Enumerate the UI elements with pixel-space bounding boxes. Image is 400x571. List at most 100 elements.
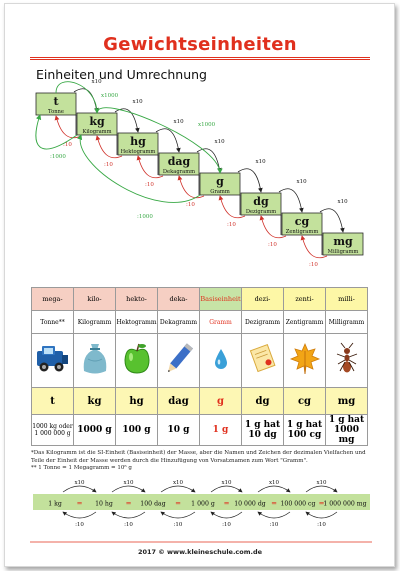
picture-cell xyxy=(325,333,368,388)
footnote-si-unit: *Das Kilogramm ist die SI-Einheit (Basis… xyxy=(31,450,366,464)
conversion-value: 100 000 cg xyxy=(281,501,316,508)
step-symbol: g xyxy=(216,175,224,188)
divide-label: :10 xyxy=(63,142,72,148)
units-table: mega- kilo- hekto- deka- Basiseinheit de… xyxy=(31,287,368,446)
symbol-cell: mg xyxy=(325,387,368,415)
step-symbol: kg xyxy=(89,115,105,128)
symbol-cell: dg xyxy=(241,387,284,415)
step-dg xyxy=(240,192,282,216)
conversion-divide-arrow xyxy=(62,511,97,519)
conversion-multiply-arrow xyxy=(160,485,196,493)
multiply-label: x10 xyxy=(133,99,144,105)
divide-arrow xyxy=(177,175,205,199)
prefix-cell-hekto: hekto- xyxy=(115,287,158,311)
unit-name-cell: Dekagramm xyxy=(157,310,200,334)
equals-sign: = xyxy=(77,500,83,508)
multiply-arrow xyxy=(114,108,140,133)
multiply-1000-label: x1000 xyxy=(198,122,216,128)
conversion-multiply-arrow xyxy=(111,485,146,493)
symbol-cell: t xyxy=(31,387,74,415)
divide-label: :10 xyxy=(309,262,318,268)
step-name: Hektogramm xyxy=(121,149,156,155)
prefix-row: mega- kilo- hekto- deka- Basiseinheit de… xyxy=(31,287,368,311)
equals-sign: = xyxy=(126,500,132,508)
picture-cell xyxy=(241,333,284,388)
equivalence-cell: 1000 g xyxy=(73,414,116,446)
unit-name-cell: Tonne** xyxy=(31,310,74,334)
divide-arrow xyxy=(259,215,287,239)
divide-1000-arrow xyxy=(77,134,201,203)
equals-sign: = xyxy=(271,500,277,508)
multiply-label: x10 xyxy=(297,179,308,185)
divide-arrow xyxy=(218,195,246,219)
conversion-divide-arrow xyxy=(257,511,291,519)
divide-1000-label: :1000 xyxy=(137,214,153,220)
picture-cell xyxy=(283,333,326,388)
step-name: Milligramm xyxy=(328,249,359,255)
unit-name-cell: Gramm xyxy=(199,310,242,334)
conversion-value: 1 000 000 mg xyxy=(323,501,366,508)
equivalence-cell: 100 g xyxy=(115,414,158,446)
conversion-value: 10 000 dg xyxy=(234,501,266,508)
prefix-cell-base: Basiseinheit xyxy=(199,287,242,311)
multiply-1000-arrow xyxy=(96,107,223,174)
divide-label: :10 xyxy=(186,202,195,208)
prefix-cell-zenti: zenti- xyxy=(283,287,326,311)
conversion-value: 100 dag xyxy=(140,501,165,508)
conversion-multiply-arrow xyxy=(210,485,243,493)
conversion-value: 1 kg xyxy=(48,501,62,508)
multiply-label: x10 xyxy=(256,159,267,165)
conversion-multiply-label: x10 xyxy=(316,480,327,486)
multiply-arrow xyxy=(155,128,181,153)
picture-cell xyxy=(157,333,200,388)
picture-row xyxy=(31,333,368,388)
equivalence-cell: 1 g hat 1000 mg xyxy=(325,414,368,446)
certificate-icon xyxy=(249,343,276,372)
divide-arrow xyxy=(300,235,328,259)
symbol-cell: g xyxy=(199,387,242,415)
unit-name-cell: Dezigramm xyxy=(241,310,284,334)
equals-sign: = xyxy=(224,500,230,508)
divide-label: :10 xyxy=(145,182,154,188)
step-name: Dekagramm xyxy=(163,169,195,175)
ant-icon xyxy=(336,342,357,372)
multiply-label: x10 xyxy=(215,139,226,145)
prefix-cell-kilo: kilo- xyxy=(73,287,116,311)
conversion-divide-label: :10 xyxy=(174,522,183,528)
step-symbol: mg xyxy=(333,235,353,248)
conversion-divide-label: :10 xyxy=(270,522,279,528)
apple-icon xyxy=(123,343,150,374)
equals-sign: = xyxy=(319,500,325,508)
symbol-cell: kg xyxy=(73,387,116,415)
title-rule-bottom xyxy=(30,59,370,60)
step-symbol: t xyxy=(53,95,59,108)
multiply-1000-label: x1000 xyxy=(101,93,119,99)
step-symbol: cg xyxy=(295,215,310,228)
conversion-divide-label: :10 xyxy=(124,522,133,528)
step-symbol: dg xyxy=(253,195,269,208)
divide-label: :10 xyxy=(227,222,236,228)
conversion-divide-arrow xyxy=(111,511,146,519)
multiply-label: x10 xyxy=(338,199,349,205)
conversion-value: 10 hg xyxy=(95,501,113,508)
multiply-1000-arrow xyxy=(55,81,100,114)
divide-arrow xyxy=(136,155,164,179)
equals-sign: = xyxy=(175,500,181,508)
conversion-divide-label: :10 xyxy=(317,522,326,528)
unit-name-cell: Kilogramm xyxy=(73,310,116,334)
unit-name-row: Tonne** Kilogramm Hektogramm Dekagramm G… xyxy=(31,310,368,334)
multiply-arrow xyxy=(319,208,345,233)
symbol-cell: dag xyxy=(157,387,200,415)
picture-cell xyxy=(31,333,74,388)
conversion-divide-label: :10 xyxy=(75,522,84,528)
conversion-value: 1 000 g xyxy=(191,501,215,508)
prefix-cell-dezi: dezi- xyxy=(241,287,284,311)
picture-cell xyxy=(199,333,242,388)
equivalence-row: 1000 kg oder 1 000 000 g 1000 g 100 g 10… xyxy=(31,414,368,446)
multiply-arrow xyxy=(196,148,222,173)
title-rule-top xyxy=(30,57,370,58)
step-name: Kilogramm xyxy=(82,129,111,135)
step-symbol: hg xyxy=(130,135,146,148)
footer-copyright: 2017 © www.kleineschule.com.de xyxy=(137,548,263,556)
